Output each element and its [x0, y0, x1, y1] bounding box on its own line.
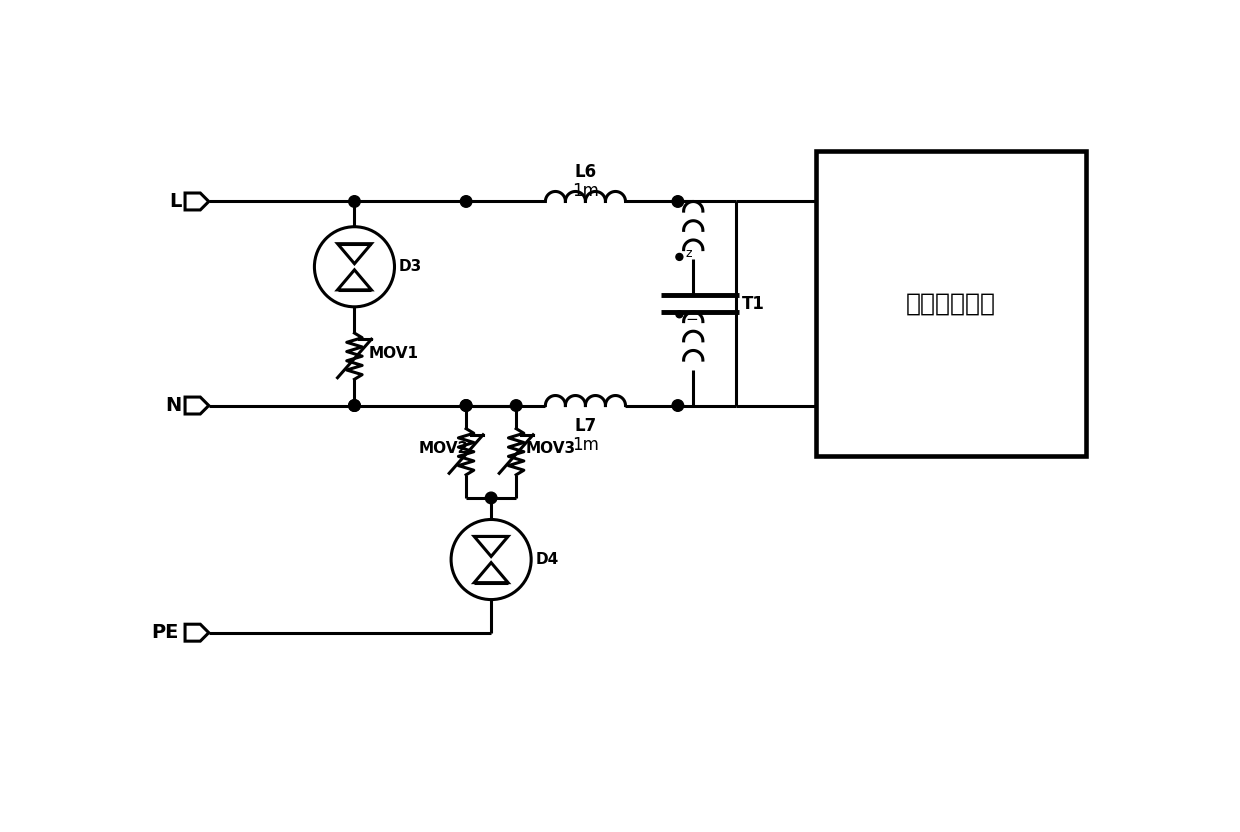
Text: MOV3: MOV3: [526, 441, 575, 456]
Circle shape: [511, 399, 522, 411]
Circle shape: [676, 254, 683, 260]
Circle shape: [460, 399, 472, 411]
Circle shape: [676, 311, 683, 318]
Text: T1: T1: [742, 295, 765, 313]
Circle shape: [672, 196, 683, 207]
Text: MOV1: MOV1: [368, 345, 418, 360]
Text: D3: D3: [399, 260, 423, 275]
Text: −: −: [686, 312, 698, 327]
Circle shape: [672, 399, 683, 411]
Text: z: z: [686, 247, 692, 260]
Text: D4: D4: [536, 552, 559, 567]
Circle shape: [348, 399, 361, 411]
Circle shape: [348, 399, 361, 411]
Circle shape: [485, 493, 497, 503]
Circle shape: [460, 196, 472, 207]
Text: PE: PE: [151, 623, 179, 642]
Text: 电压转换电路: 电压转换电路: [906, 291, 996, 315]
Circle shape: [348, 196, 361, 207]
Text: N: N: [165, 396, 181, 415]
Circle shape: [460, 399, 472, 411]
Text: L7: L7: [574, 418, 596, 435]
Text: L6: L6: [574, 163, 596, 181]
Text: MOV2: MOV2: [418, 441, 469, 456]
Text: 1m: 1m: [572, 436, 599, 453]
Text: 1m: 1m: [572, 181, 599, 200]
Text: L: L: [169, 192, 181, 211]
